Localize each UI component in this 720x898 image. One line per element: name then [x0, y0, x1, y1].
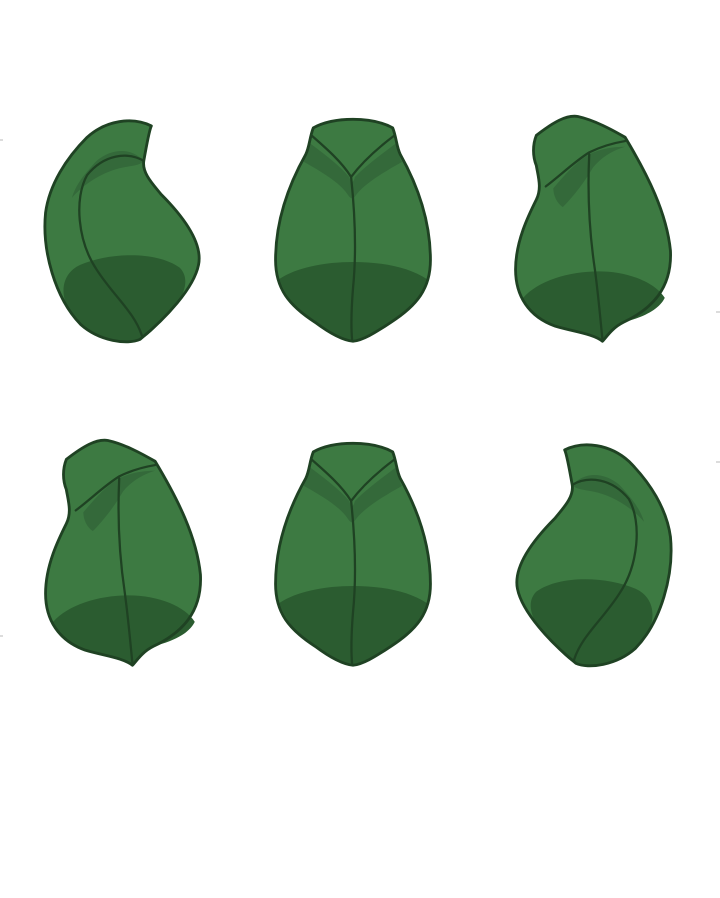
leaf-curl-left [43, 119, 201, 344]
sprite-frames [43, 114, 673, 668]
leaf-tilt-left-alt-shape [44, 438, 203, 667]
leaf-front-alt [274, 441, 432, 667]
leaf-tilt-left-shape [514, 114, 673, 343]
leaf-curl-left-shape [43, 119, 201, 344]
leaf-tilt-left [514, 114, 673, 343]
leaf-curl-right [515, 443, 673, 668]
leaf-tilt-left-alt [44, 438, 203, 667]
leaf-front-shape [274, 117, 432, 343]
leaf-front-alt-shape [274, 441, 432, 667]
leaf-curl-right-shape [515, 443, 673, 668]
registration-ticks [0, 139, 720, 637]
leaf-front [274, 117, 432, 343]
